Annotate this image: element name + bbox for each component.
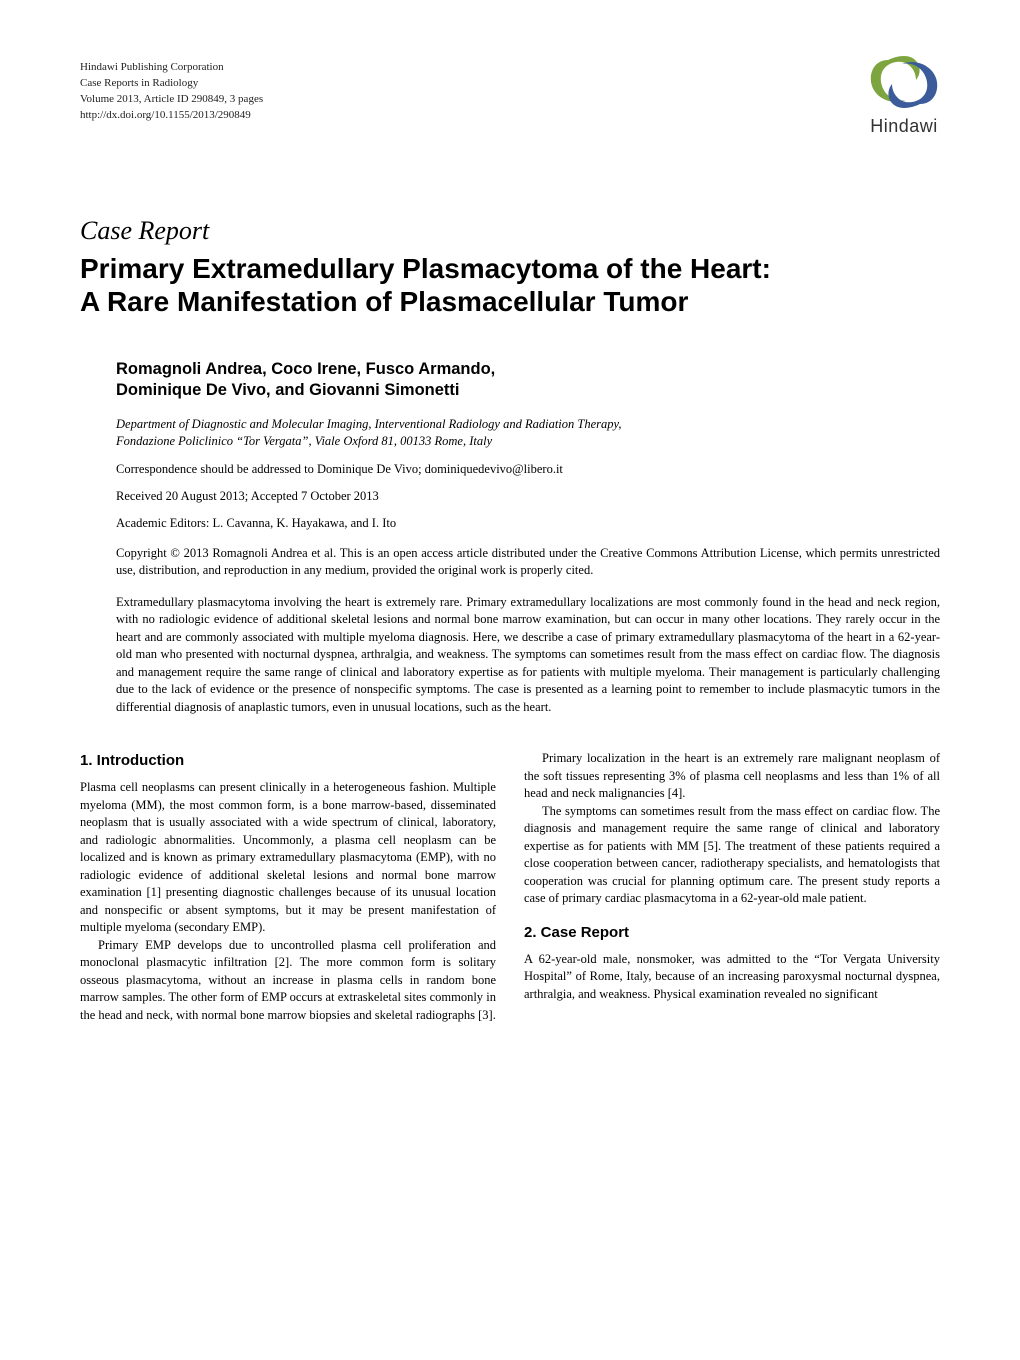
- doi: http://dx.doi.org/10.1155/2013/290849: [80, 108, 940, 124]
- intro-p4: The symptoms can sometimes result from t…: [524, 803, 940, 908]
- left-column: 1. Introduction Plasma cell neoplasms ca…: [80, 750, 496, 1024]
- publisher: Hindawi Publishing Corporation: [80, 60, 940, 76]
- journal: Case Reports in Radiology: [80, 76, 940, 92]
- title-line-2: A Rare Manifestation of Plasmacellular T…: [80, 285, 940, 319]
- header-meta: Hindawi Publishing Corporation Case Repo…: [80, 60, 940, 124]
- case-report-label: Case Report: [80, 216, 940, 246]
- affil-line-1: Department of Diagnostic and Molecular I…: [116, 416, 940, 433]
- copyright: Copyright © 2013 Romagnoli Andrea et al.…: [80, 545, 940, 580]
- affiliation: Department of Diagnostic and Molecular I…: [80, 416, 940, 450]
- article-title: Primary Extramedullary Plasmacytoma of t…: [80, 252, 940, 319]
- correspondence: Correspondence should be addressed to Do…: [80, 462, 940, 477]
- intro-p1: Plasma cell neoplasms can present clinic…: [80, 779, 496, 937]
- intro-p2: Primary EMP develops due to uncontrolled…: [80, 937, 496, 1025]
- title-line-1: Primary Extramedullary Plasmacytoma of t…: [80, 252, 940, 286]
- intro-p3: Primary localization in the heart is an …: [524, 750, 940, 803]
- section-case-head: 2. Case Report: [524, 922, 940, 943]
- section-intro-head: 1. Introduction: [80, 750, 496, 771]
- academic-editors: Academic Editors: L. Cavanna, K. Hayakaw…: [80, 516, 940, 531]
- right-column: Primary localization in the heart is an …: [524, 750, 940, 1024]
- case-p1: A 62-year-old male, nonsmoker, was admit…: [524, 951, 940, 1004]
- volume: Volume 2013, Article ID 290849, 3 pages: [80, 92, 940, 108]
- authors-line-1: Romagnoli Andrea, Coco Irene, Fusco Arma…: [116, 359, 940, 380]
- logo-text: Hindawi: [868, 116, 940, 137]
- hindawi-logo: Hindawi: [868, 52, 940, 137]
- received-accepted: Received 20 August 2013; Accepted 7 Octo…: [80, 489, 940, 504]
- abstract: Extramedullary plasmacytoma involving th…: [80, 594, 940, 717]
- authors: Romagnoli Andrea, Coco Irene, Fusco Arma…: [80, 359, 940, 402]
- logo-icon: [868, 52, 940, 112]
- affil-line-2: Fondazione Policlinico “Tor Vergata”, Vi…: [116, 433, 940, 450]
- authors-line-2: Dominique De Vivo, and Giovanni Simonett…: [116, 380, 940, 401]
- body-columns: 1. Introduction Plasma cell neoplasms ca…: [80, 750, 940, 1024]
